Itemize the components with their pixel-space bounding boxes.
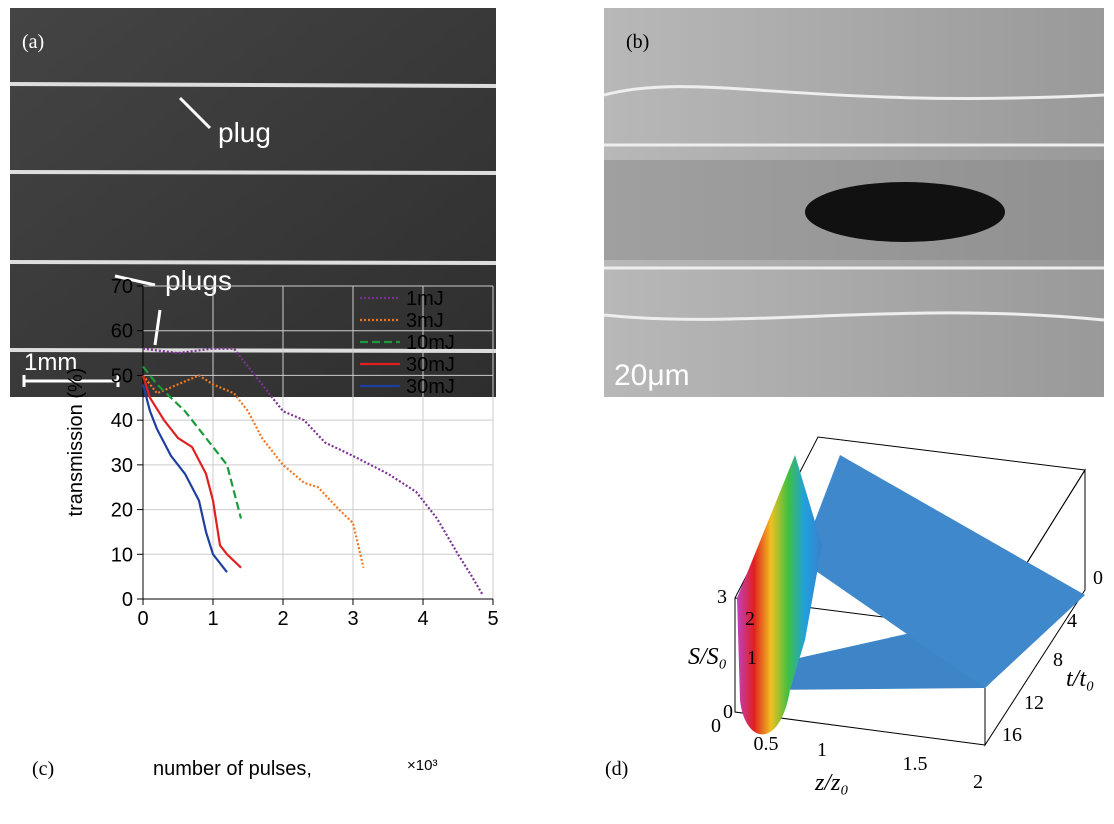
surface-ridge	[737, 455, 822, 735]
x-tick-label: 3	[347, 608, 358, 630]
tick-label: 2	[745, 608, 755, 630]
tick-label: 16	[1002, 724, 1022, 746]
panel-label: (b)	[626, 31, 649, 53]
panel-label: (c)	[32, 758, 54, 780]
sem-image-a	[10, 8, 496, 397]
surface	[800, 455, 1085, 688]
series-line	[142, 347, 484, 596]
legend-label: 10mJ	[406, 332, 455, 354]
x-tick-label: 5	[487, 608, 498, 630]
annotation: plugs	[165, 265, 232, 296]
y-tick-label: 60	[111, 321, 133, 343]
annotation: plug	[218, 117, 271, 148]
tick-label: 1	[817, 739, 827, 761]
axis-label: z/z₀	[814, 770, 849, 796]
panel-label: (a)	[22, 31, 44, 53]
tick-label: 3	[717, 586, 727, 608]
y-tick-label: 20	[111, 500, 133, 522]
x-tick-label: 4	[417, 608, 428, 630]
tick-label: 0	[711, 715, 721, 737]
channels	[9, 82, 497, 353]
x-axis-label: number of pulses,	[153, 758, 312, 780]
panel-label: (d)	[605, 758, 628, 780]
arrow	[153, 309, 162, 346]
y-tick-label: 10	[111, 544, 133, 566]
void	[805, 182, 1005, 242]
tick-label: 4	[1067, 610, 1077, 632]
axis-label: t/t₀	[1066, 666, 1094, 692]
scale-label: 20μm	[614, 359, 690, 392]
legend-label: 30mJ	[406, 354, 455, 376]
series-line	[142, 374, 365, 568]
tick-label: 1	[747, 647, 757, 669]
axis-label: S/S₀	[688, 644, 727, 670]
x-tick-label: 0	[137, 608, 148, 630]
x-tick-label: 2	[277, 608, 288, 630]
scale-label: 1mm	[24, 349, 77, 376]
arrow	[114, 274, 156, 287]
legend-label: 3mJ	[406, 310, 444, 332]
legend-label: 1mJ	[406, 288, 444, 310]
scale-bar	[22, 375, 120, 387]
tick-label: 0	[1093, 567, 1103, 589]
axes	[142, 286, 493, 600]
series-line	[142, 365, 243, 519]
y-tick-label: 40	[111, 410, 133, 432]
channel-edges	[603, 85, 1105, 322]
y-tick-label: 70	[111, 276, 133, 298]
series-line	[141, 375, 242, 569]
x-scale-label: ×10³	[407, 757, 437, 774]
legend-label: 30mJ	[406, 376, 455, 398]
y-tick-label: 0	[122, 589, 133, 611]
tick-label: 8	[1053, 649, 1063, 671]
y-axis-label: transmission (%)	[65, 368, 87, 517]
series-line	[141, 384, 228, 573]
tick-label: 1.5	[903, 753, 928, 775]
tick-label: 2	[973, 771, 983, 793]
tick-label: 0	[723, 701, 733, 723]
arrow	[178, 96, 212, 130]
y-tick-label: 30	[111, 455, 133, 477]
y-tick-label: 50	[111, 365, 133, 387]
x-tick-label: 1	[207, 608, 218, 630]
tick-label: 0.5	[754, 733, 779, 755]
tick-label: 12	[1024, 692, 1044, 714]
